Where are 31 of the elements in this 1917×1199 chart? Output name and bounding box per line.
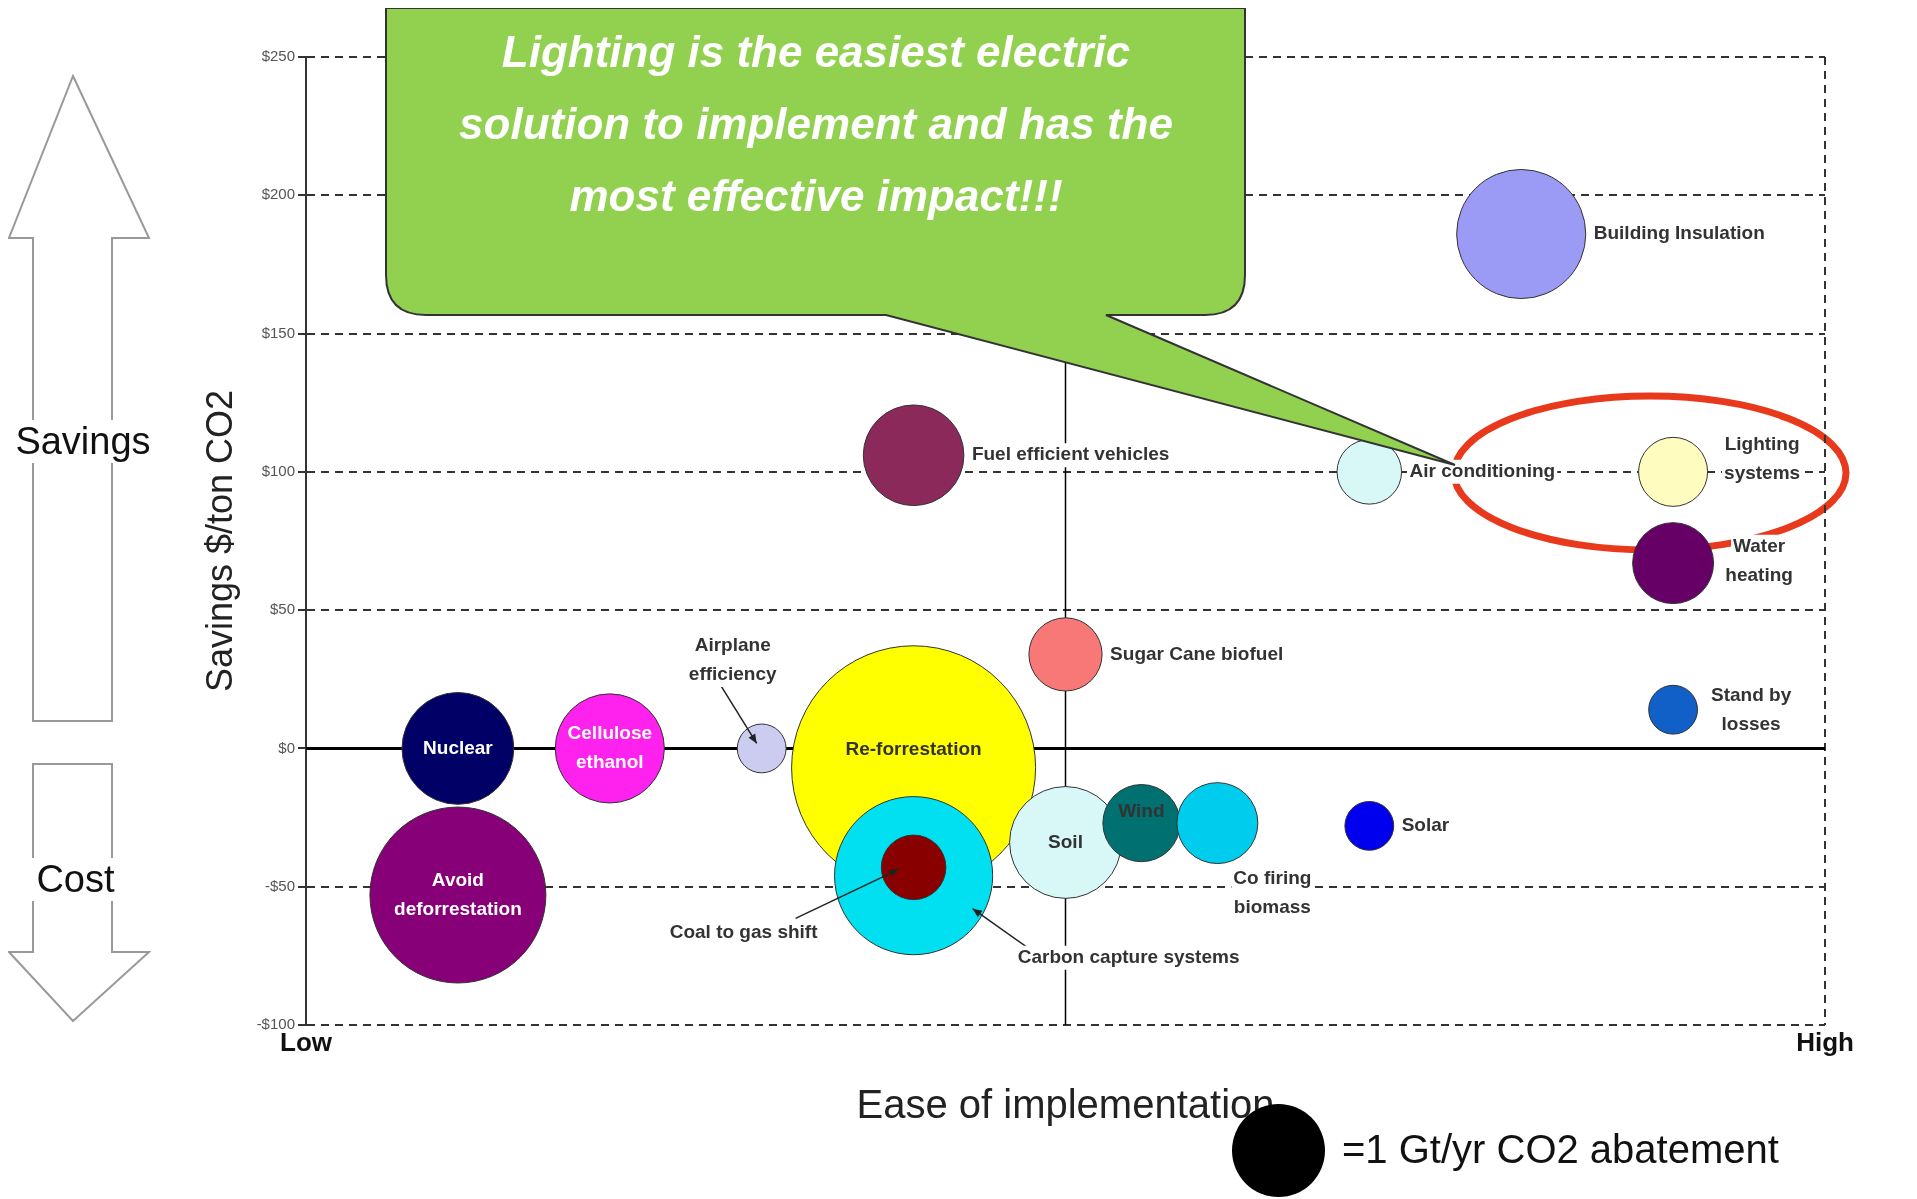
series-label: Air conditioning: [1409, 460, 1556, 482]
series-label: Water heating: [1725, 534, 1793, 585]
series-label: Re-forrestation: [845, 738, 982, 760]
y-tick-label: $200: [261, 185, 295, 203]
y-axis-title: Savings $/ton CO2: [198, 389, 240, 693]
series-label: Soil: [1048, 830, 1083, 852]
y-tick-label: -$50: [264, 876, 295, 894]
series-label: Fuel efficient vehicles: [971, 443, 1170, 465]
text: Cost: [8, 858, 143, 901]
series-label: Nuclear: [423, 736, 494, 758]
y-tick-label: $100: [261, 462, 295, 479]
x-tick-label: High: [1796, 1026, 1854, 1057]
series-label: Avoid deforrestation: [394, 868, 522, 919]
y-tick-label: $50: [269, 600, 295, 618]
y-tick-label: $250: [261, 47, 295, 65]
text: Carbon capture systems: [1017, 945, 1240, 967]
text: Airplane efficiency: [688, 634, 777, 685]
y-tick-label: $150: [261, 323, 295, 341]
text: Savings: [8, 420, 158, 463]
annotation: Lighting is the easiest electric solution to implement and has the most effective impact!!!: [458, 26, 1174, 222]
y-tick-label: $0: [278, 738, 295, 756]
series-label: Sugar Cane biofuel: [1110, 642, 1284, 664]
text: =1 Gt/yr CO2 abatement: [1342, 1127, 1779, 1172]
series-label: Wind: [1118, 800, 1165, 822]
series-label: Building Insulation: [1593, 222, 1765, 244]
series-label: Solar: [1401, 814, 1450, 836]
series-label: Stand by losses: [1710, 684, 1792, 735]
series-label: Lighting systems: [1724, 432, 1801, 483]
series-label: Co firing biomass: [1233, 866, 1312, 917]
text: Coal to gas shift: [669, 920, 819, 942]
series-label: Cellulose ethanol: [567, 722, 653, 773]
